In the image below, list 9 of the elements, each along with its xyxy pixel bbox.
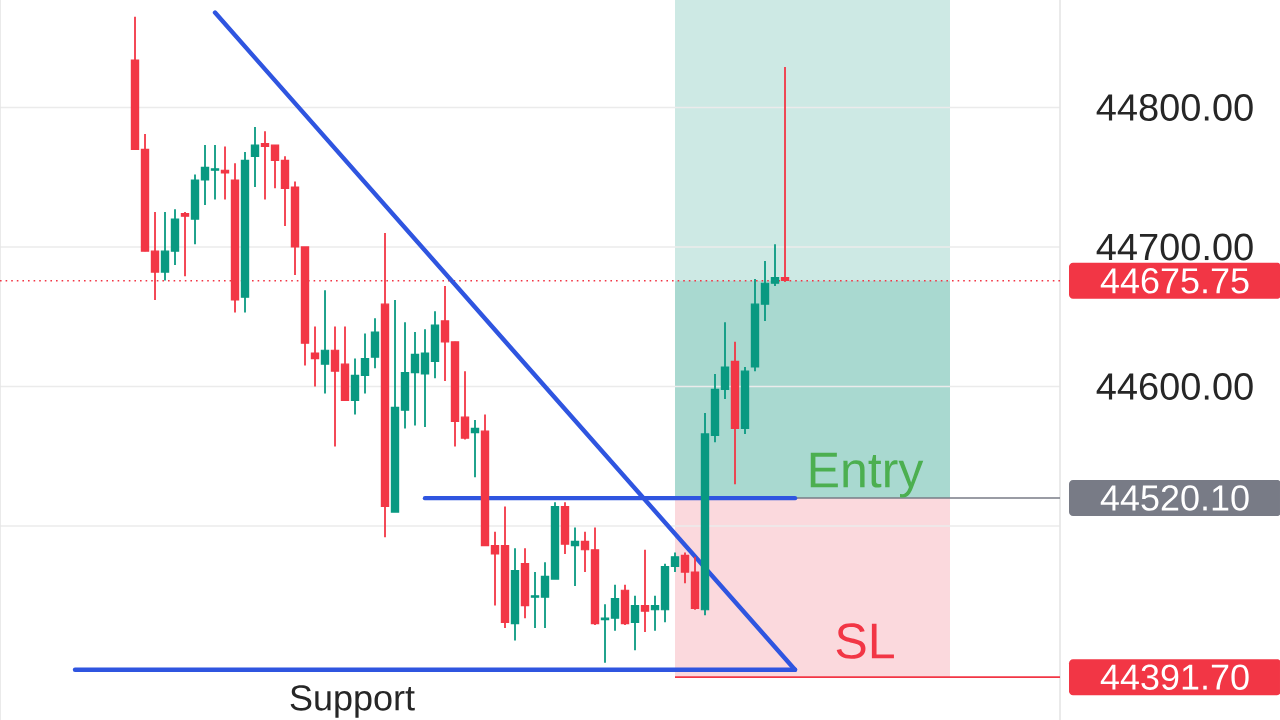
ref-line-label: 44391.70 xyxy=(1100,664,1249,690)
ref-line-label: 44675.75 xyxy=(1100,268,1249,294)
band-label: Entry xyxy=(810,452,924,498)
band-label: SL xyxy=(836,623,894,659)
ref-line-label: 44520.10 xyxy=(1100,485,1249,511)
y-tick-label: 44600.00 xyxy=(1096,373,1253,400)
y-tick-label: 44800.00 xyxy=(1096,93,1253,121)
y-tick-label: 44700.00 xyxy=(1096,233,1253,261)
annotation: Support xyxy=(290,685,415,718)
